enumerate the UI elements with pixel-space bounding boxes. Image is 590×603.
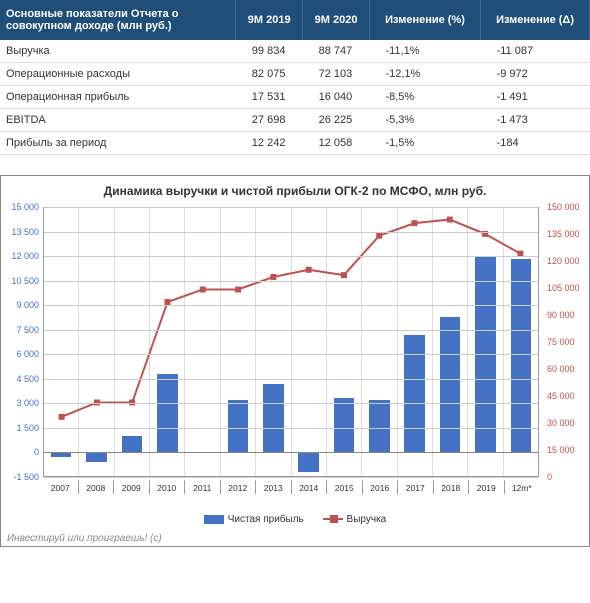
line-marker bbox=[200, 287, 206, 293]
y1-tick-label: 3 000 bbox=[1, 398, 39, 408]
x-tick-label: 2016 bbox=[363, 480, 399, 494]
row-change-delta: -11 087 bbox=[481, 40, 590, 63]
row-change-delta: -184 bbox=[481, 132, 590, 155]
y2-tick-label: 45 000 bbox=[543, 391, 589, 401]
y2-tick-label: 90 000 bbox=[543, 310, 589, 320]
table-row: Выручка99 83488 747-11,1%-11 087 bbox=[0, 40, 590, 63]
col-header-change-pct: Изменение (%) bbox=[369, 0, 480, 40]
row-label: EBITDA bbox=[0, 109, 236, 132]
row-9m2020: 26 225 bbox=[303, 109, 370, 132]
row-9m2019: 82 075 bbox=[236, 63, 303, 86]
y2-tick-label: 30 000 bbox=[543, 418, 589, 428]
chart-legend: Чистая прибыль Выручка bbox=[1, 512, 589, 531]
row-label: Операционная прибыль bbox=[0, 86, 236, 109]
y1-tick-label: 0 bbox=[1, 447, 39, 457]
row-9m2020: 12 058 bbox=[303, 132, 370, 155]
x-tick-label: 2019 bbox=[469, 480, 505, 494]
row-change-delta: -1 491 bbox=[481, 86, 590, 109]
row-change-pct: -1,5% bbox=[369, 132, 480, 155]
line-swatch-icon bbox=[323, 518, 343, 520]
line-marker bbox=[306, 267, 312, 273]
y1-tick-label: 10 500 bbox=[1, 276, 39, 286]
x-tick-label: 12m* bbox=[505, 480, 540, 494]
col-header-9m2020: 9М 2020 bbox=[303, 0, 370, 40]
line-marker bbox=[235, 287, 241, 293]
y1-tick-label: 7 500 bbox=[1, 325, 39, 335]
row-9m2020: 16 040 bbox=[303, 86, 370, 109]
x-tick-label: 2014 bbox=[292, 480, 328, 494]
y1-tick-label: -1 500 bbox=[1, 472, 39, 482]
y1-tick-label: 13 500 bbox=[1, 227, 39, 237]
line-marker bbox=[341, 272, 347, 278]
x-tick-label: 2017 bbox=[398, 480, 434, 494]
table-row: EBITDA27 69826 225-5,3%-1 473 bbox=[0, 109, 590, 132]
y1-tick-label: 6 000 bbox=[1, 349, 39, 359]
chart-title: Динамика выручки и чистой прибыли ОГК-2 … bbox=[1, 176, 589, 202]
x-tick-label: 2013 bbox=[256, 480, 292, 494]
line-marker bbox=[270, 274, 276, 280]
row-9m2019: 12 242 bbox=[236, 132, 303, 155]
row-change-pct: -11,1% bbox=[369, 40, 480, 63]
x-tick-label: 2018 bbox=[434, 480, 470, 494]
col-header-9m2019: 9М 2019 bbox=[236, 0, 303, 40]
x-tick-label: 2012 bbox=[221, 480, 257, 494]
col-header-metric: Основные показатели Отчета о совокупном … bbox=[0, 0, 236, 40]
line-marker bbox=[376, 233, 382, 239]
line-marker bbox=[59, 414, 65, 420]
table-row: Операционная прибыль17 53116 040-8,5%-1 … bbox=[0, 86, 590, 109]
table-row: Прибыль за период12 24212 058-1,5%-184 bbox=[0, 132, 590, 155]
y2-tick-label: 75 000 bbox=[543, 337, 589, 347]
table-row: Операционные расходы82 07572 103-12,1%-9… bbox=[0, 63, 590, 86]
y1-tick-label: 12 000 bbox=[1, 251, 39, 261]
y1-tick-label: 4 500 bbox=[1, 374, 39, 384]
row-9m2019: 99 834 bbox=[236, 40, 303, 63]
x-tick-label: 2007 bbox=[43, 480, 79, 494]
line-marker bbox=[447, 217, 453, 223]
y2-tick-label: 120 000 bbox=[543, 256, 589, 266]
row-9m2020: 88 747 bbox=[303, 40, 370, 63]
plot-area bbox=[43, 207, 539, 477]
row-change-pct: -8,5% bbox=[369, 86, 480, 109]
x-tick-label: 2011 bbox=[185, 480, 221, 494]
y1-tick-label: 1 500 bbox=[1, 423, 39, 433]
x-tick-label: 2008 bbox=[79, 480, 115, 494]
y1-tick-label: 9 000 bbox=[1, 300, 39, 310]
row-9m2019: 17 531 bbox=[236, 86, 303, 109]
row-9m2019: 27 698 bbox=[236, 109, 303, 132]
row-change-delta: -9 972 bbox=[481, 63, 590, 86]
chart-container: Динамика выручки и чистой прибыли ОГК-2 … bbox=[0, 175, 590, 547]
bar-swatch-icon bbox=[204, 515, 224, 524]
y2-tick-label: 60 000 bbox=[543, 364, 589, 374]
table: Основные показатели Отчета о совокупном … bbox=[0, 0, 590, 155]
y2-tick-label: 135 000 bbox=[543, 229, 589, 239]
row-change-delta: -1 473 bbox=[481, 109, 590, 132]
x-tick-label: 2010 bbox=[150, 480, 186, 494]
legend-line: Выручка bbox=[323, 514, 387, 525]
x-tick-label: 2009 bbox=[114, 480, 150, 494]
row-change-pct: -5,3% bbox=[369, 109, 480, 132]
legend-bar: Чистая прибыль bbox=[204, 514, 304, 525]
line-marker bbox=[412, 220, 418, 226]
chart-area: -1 500 0 1 500 3 000 4 500 6 000 7 500 9 000 10 … bbox=[1, 202, 589, 512]
x-axis-labels: 2007200820092010201120122013201420152016… bbox=[43, 480, 539, 494]
line-path bbox=[62, 220, 521, 417]
financial-table: Основные показатели Отчета о совокупном … bbox=[0, 0, 590, 155]
line-layer bbox=[44, 207, 538, 476]
watermark: Инвестируй или проиграешь! (с) bbox=[1, 531, 589, 546]
y2-tick-label: 15 000 bbox=[543, 445, 589, 455]
row-label: Выручка bbox=[0, 40, 236, 63]
row-9m2020: 72 103 bbox=[303, 63, 370, 86]
y2-tick-label: 0 bbox=[543, 472, 589, 482]
y2-tick-label: 150 000 bbox=[543, 202, 589, 212]
row-change-pct: -12,1% bbox=[369, 63, 480, 86]
row-label: Прибыль за период bbox=[0, 132, 236, 155]
y1-tick-label: 15 000 bbox=[1, 202, 39, 212]
x-tick-label: 2015 bbox=[327, 480, 363, 494]
col-header-change-delta: Изменение (Δ) bbox=[481, 0, 590, 40]
line-marker bbox=[165, 299, 171, 305]
y2-tick-label: 105 000 bbox=[543, 283, 589, 293]
row-label: Операционные расходы bbox=[0, 63, 236, 86]
